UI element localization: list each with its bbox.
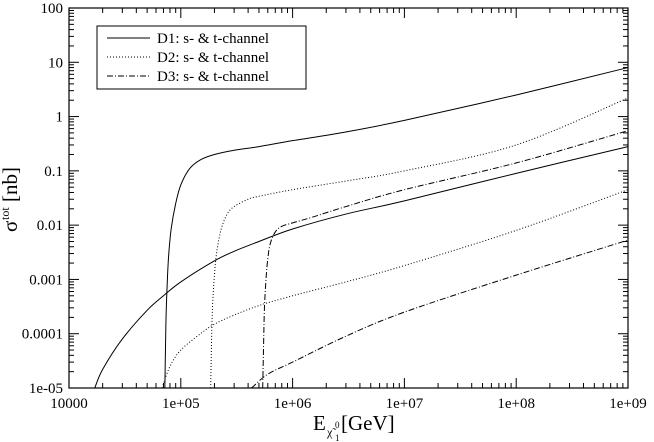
y-axis-title-superscript: tot — [0, 207, 12, 220]
x-axis-title-subscript: χ̃ — [326, 425, 336, 439]
tick-labels: 10000 1e+05 1e+06 1e+07 1e+08 1e+09 1e-05 0.000… — [22, 1, 647, 412]
series-line-3 — [210, 97, 629, 389]
series-line-1 — [164, 67, 629, 389]
series-layer — [94, 67, 629, 389]
legend-label-d2: D2: s- & t-channel — [157, 50, 269, 66]
series-line-5 — [262, 130, 629, 389]
series-line-2 — [94, 146, 629, 389]
x-tick-label: 1e+05 — [162, 396, 200, 412]
y-tick-label: 1 — [56, 110, 64, 126]
x-tick-label: 1e+07 — [386, 396, 424, 412]
y-tick-label: 0.0001 — [22, 327, 63, 343]
y-axis-title-main: σ — [0, 221, 22, 232]
legend-label-d1: D1: s- & t-channel — [157, 31, 269, 47]
plot-frame — [68, 7, 629, 389]
axis-ticks — [68, 7, 629, 389]
y-axis-title-unit: [nb] — [0, 167, 22, 202]
x-tick-label: 1e+06 — [274, 396, 312, 412]
y-tick-label: 0.1 — [44, 164, 63, 180]
series-line-4 — [161, 189, 629, 389]
y-tick-label: 10 — [48, 55, 63, 71]
x-axis-title-main: E — [313, 411, 326, 435]
x-axis-title-unit: [GeV] — [341, 411, 395, 435]
y-axis-title: σ tot [nb] — [0, 167, 22, 232]
x-tick-label: 1e+09 — [609, 396, 647, 412]
legend-label-d3: D3: s- & t-channel — [157, 69, 269, 85]
y-tick-label: 0.01 — [37, 218, 63, 234]
y-tick-label: 0.001 — [29, 272, 63, 288]
x-axis-title: E χ̃ 1 0 [GeV] — [313, 411, 395, 442]
y-tick-label: 100 — [41, 1, 64, 17]
x-tick-label: 10000 — [50, 396, 88, 412]
legend: D1: s- & t-channel D2: s- & t-channel D3… — [96, 25, 307, 90]
x-tick-label: 1e+08 — [497, 396, 535, 412]
series-line-6 — [251, 239, 629, 389]
x-axis-title-subsubscript: 1 — [335, 433, 340, 442]
x-axis-title-superscript: 0 — [335, 420, 340, 430]
y-tick-label: 1e-05 — [29, 381, 63, 397]
